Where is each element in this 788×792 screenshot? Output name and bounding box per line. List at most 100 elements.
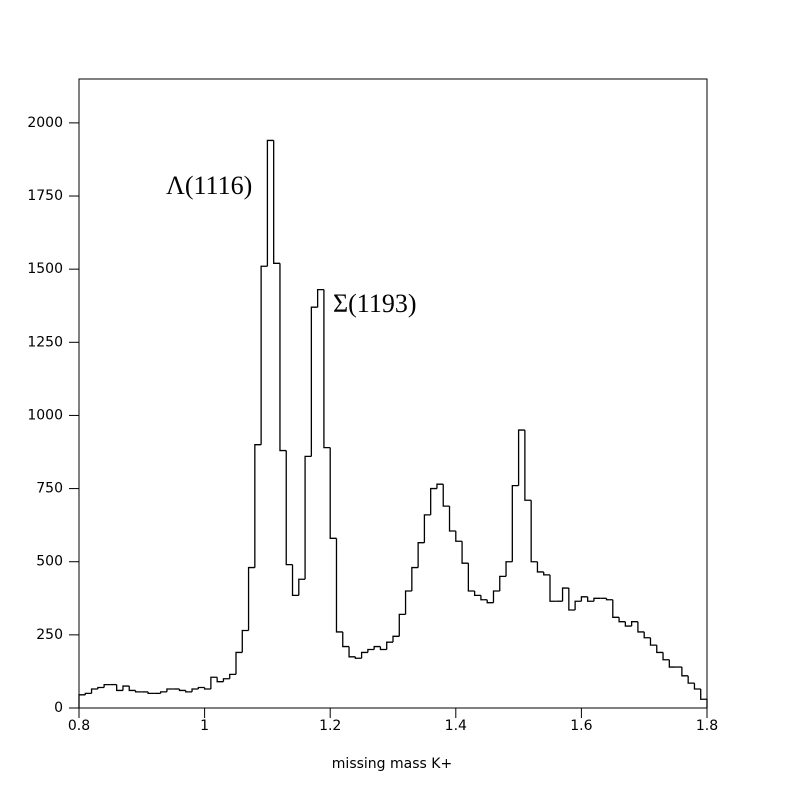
histogram-bin xyxy=(203,687,211,690)
histogram-bin xyxy=(323,289,331,449)
histogram-bin xyxy=(266,139,274,267)
histogram-bin xyxy=(159,691,167,694)
histogram-bin xyxy=(423,514,431,543)
histogram-bin xyxy=(467,563,475,592)
histogram-bin xyxy=(185,690,193,693)
histogram-bin xyxy=(561,587,569,602)
histogram-bin xyxy=(235,651,243,675)
histogram-bin xyxy=(612,599,620,618)
histogram-bin xyxy=(574,600,582,610)
x-tick-label: 1.2 xyxy=(319,718,341,734)
histogram-bin xyxy=(191,688,199,692)
annotation: Σ(1193) xyxy=(333,289,416,318)
histogram-bin xyxy=(134,690,142,693)
histogram-bin xyxy=(367,648,375,653)
histogram-bin xyxy=(605,598,613,601)
histogram-bin xyxy=(442,484,450,507)
histogram-bin xyxy=(543,571,550,576)
histogram-bin xyxy=(398,613,406,637)
histogram-bin xyxy=(279,263,287,452)
histogram-bin xyxy=(499,575,507,591)
histogram-bin xyxy=(373,645,381,650)
y-tick-label: 750 xyxy=(36,481,63,497)
histogram-bin xyxy=(404,590,412,615)
histogram-bin xyxy=(78,694,86,708)
histogram-bin xyxy=(549,574,557,602)
histogram-bin xyxy=(178,688,186,692)
x-tick-label: 0.8 xyxy=(68,718,90,734)
histogram-bin xyxy=(624,621,632,627)
histogram-bin xyxy=(517,429,525,486)
histogram-bin xyxy=(681,667,689,677)
histogram-bin xyxy=(511,485,519,562)
histogram-bin xyxy=(216,677,224,683)
histogram-bin xyxy=(473,590,481,597)
histogram-bin xyxy=(618,617,626,623)
histogram-bin xyxy=(128,686,136,692)
x-axis-label: missing mass K+ xyxy=(332,756,452,772)
histogram-bin xyxy=(448,506,456,532)
plot-frame xyxy=(78,78,708,709)
histogram-bin xyxy=(254,444,262,568)
histogram-bin xyxy=(492,590,500,603)
histogram-bin xyxy=(247,566,255,631)
histogram-bin xyxy=(630,621,638,627)
histogram-bin xyxy=(455,531,463,542)
histogram-bin xyxy=(593,597,601,602)
histogram-bin xyxy=(116,684,123,692)
y-tick-label: 250 xyxy=(36,627,63,643)
x-tick-label: 1.6 xyxy=(570,718,592,734)
histogram-bin xyxy=(210,676,218,689)
histogram-bin xyxy=(430,487,437,515)
histogram-bin xyxy=(436,483,444,489)
histogram-bin xyxy=(97,686,105,689)
histogram-bin xyxy=(486,599,494,604)
histogram-bin xyxy=(197,686,205,689)
histogram-bin xyxy=(354,656,362,659)
histogram-bin xyxy=(587,596,594,602)
histogram-bin xyxy=(90,688,98,694)
histogram-bin xyxy=(316,288,324,308)
histogram-bin xyxy=(342,631,350,648)
histogram-bin xyxy=(310,306,318,457)
histogram-bin xyxy=(461,541,469,564)
histogram-bin xyxy=(668,659,676,668)
y-tick-label: 1750 xyxy=(27,188,63,204)
x-tick-label: 1.8 xyxy=(696,718,718,734)
histogram-bin xyxy=(273,140,280,264)
histogram-bin xyxy=(103,683,111,688)
histogram-bin xyxy=(580,596,588,602)
histogram-bin xyxy=(643,631,651,639)
annotation: Λ(1116) xyxy=(166,171,252,200)
histogram-bin xyxy=(530,500,538,563)
histogram-bin xyxy=(147,691,155,695)
histogram-bin xyxy=(229,673,236,679)
x-tick-label: 1.4 xyxy=(445,718,467,734)
histogram-bin xyxy=(649,637,657,646)
histogram-bin xyxy=(360,651,368,659)
histogram-bin xyxy=(568,588,576,611)
histogram-bin xyxy=(241,629,249,653)
histogram-bin xyxy=(298,578,306,596)
histogram-bin xyxy=(348,646,356,658)
y-tick-label: 1250 xyxy=(27,334,63,350)
histogram-bin xyxy=(392,635,400,643)
y-tick-label: 2000 xyxy=(27,115,63,131)
histogram-bin xyxy=(411,566,419,591)
histogram-bin xyxy=(417,542,425,568)
histogram-bin xyxy=(285,450,293,566)
y-tick-label: 500 xyxy=(36,554,63,570)
histogram-bin xyxy=(505,561,513,577)
histogram-bin xyxy=(84,692,92,695)
histogram-bin xyxy=(329,447,337,539)
y-tick-label: 0 xyxy=(54,700,63,716)
histogram-bin xyxy=(656,645,664,654)
histogram-bin xyxy=(693,683,701,690)
histogram-bin xyxy=(122,685,130,691)
histogram-bin xyxy=(291,564,299,597)
histogram-bin xyxy=(480,595,488,601)
histogram-bin xyxy=(304,455,312,580)
histogram-bin xyxy=(662,652,670,661)
